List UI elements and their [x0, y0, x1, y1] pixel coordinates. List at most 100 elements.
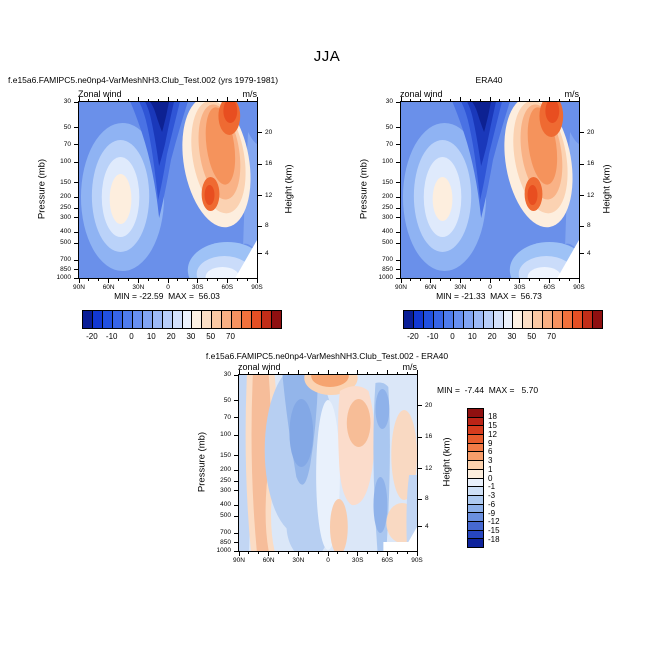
pressure-tick: [234, 374, 238, 376]
lat-tick: [509, 99, 511, 101]
lat-tick: [519, 97, 521, 101]
colorbar-box: [468, 529, 483, 539]
colorbar-tick-label: 6: [488, 447, 493, 457]
height-tick: [580, 225, 584, 227]
lat-tick: [137, 279, 139, 283]
lat-tick: [489, 97, 491, 101]
lat-tick-label: 90S: [573, 284, 585, 291]
colorbar-box: [512, 311, 523, 328]
lat-tick: [248, 552, 250, 554]
colorbar-box: [83, 311, 92, 328]
height-tick-label: 20: [265, 128, 273, 136]
pressure-tick-label: 700: [382, 256, 393, 264]
lat-tick: [238, 552, 240, 556]
pressure-tick: [396, 242, 400, 244]
pressure-axis-label-model: Pressure (mb): [36, 158, 48, 220]
lat-tick: [337, 372, 339, 374]
pressure-tick: [396, 127, 400, 129]
lat-tick: [578, 97, 580, 101]
lat-tick: [327, 370, 329, 374]
height-axis-label-diff: Height (km): [441, 437, 453, 487]
lat-tick: [157, 279, 159, 281]
lat-tick: [98, 99, 100, 101]
lat-tick: [367, 552, 369, 554]
lat-tick: [538, 99, 540, 101]
panel-diff-units-label: m/s: [402, 362, 418, 372]
pressure-tick: [74, 277, 78, 279]
lat-tick-label: 30N: [132, 284, 145, 291]
colorbar-box: [468, 451, 483, 461]
pressure-tick: [74, 161, 78, 163]
height-tick-label: 4: [265, 249, 269, 257]
lat-tick: [479, 99, 481, 101]
pressure-tick: [234, 542, 238, 544]
lat-tick: [347, 372, 349, 374]
lat-tick: [268, 552, 270, 556]
panel-era40-units-label: m/s: [564, 89, 580, 99]
lat-tick: [256, 97, 258, 101]
lat-tick: [420, 99, 422, 101]
colorbar-tick-label: -18: [488, 534, 500, 544]
pressure-tick: [74, 269, 78, 271]
lat-tick: [416, 552, 418, 556]
colorbar-box: [101, 311, 112, 328]
colorbar-box: [201, 311, 212, 328]
colorbar-box: [468, 477, 483, 487]
pressure-tick-label: 100: [382, 158, 393, 166]
pressure-axis-label-era40: Pressure (mb): [358, 158, 370, 220]
lat-tick: [88, 279, 90, 281]
lat-tick: [410, 279, 412, 281]
lat-tick: [256, 279, 258, 283]
colorbar-tick-label: -6: [488, 499, 496, 509]
pressure-tick-label: 50: [223, 396, 231, 404]
pressure-tick-label: 400: [382, 228, 393, 235]
lat-tick: [538, 279, 540, 281]
colorbar-tick-label: -20: [407, 332, 419, 341]
lat-tick-label: 90N: [395, 284, 407, 291]
height-tick: [258, 253, 262, 255]
lat-tick: [459, 97, 461, 101]
height-tick-label: 20: [425, 401, 433, 409]
pressure-tick-label: 250: [382, 204, 393, 212]
pressure-tick-label: 50: [385, 123, 393, 131]
lat-tick: [258, 552, 260, 554]
colorbar-tick-label: -12: [488, 517, 500, 527]
lat-tick: [108, 279, 110, 283]
colorbar-tick-label: 10: [467, 332, 477, 341]
colorbar-box: [404, 311, 413, 328]
height-tick-label: 4: [587, 249, 591, 257]
colorbar-tick-label: 3: [488, 456, 493, 465]
colorbar-box: [468, 503, 483, 513]
colorbar-tick-label: 20: [487, 332, 497, 341]
lat-tick-label: 60N: [424, 284, 437, 291]
lat-tick: [519, 279, 521, 283]
colorbar-bar: [467, 408, 484, 548]
height-tick-label: 12: [265, 191, 273, 199]
pressure-tick-label: 850: [220, 538, 231, 546]
colorbar-box: [412, 311, 423, 328]
lat-tick: [297, 370, 299, 374]
plot-area-model: 90N 60N 30N 0 30S 60S 90S 30 50 70 100 150 200 250 300…: [57, 97, 272, 291]
height-tick: [258, 163, 262, 165]
colorbar-tick-label: 30: [507, 332, 517, 341]
contour-field-era40: [401, 102, 579, 278]
lat-tick: [197, 279, 199, 283]
lat-tick: [440, 99, 442, 101]
height-tick-label: 8: [587, 222, 591, 230]
pressure-tick: [234, 434, 238, 436]
lat-tick-label: 0: [166, 284, 170, 291]
colorbar-box: [542, 311, 553, 328]
colorbar-box: [131, 311, 142, 328]
colorbar-box: [211, 311, 222, 328]
pressure-tick-label: 300: [382, 213, 393, 221]
lat-tick: [440, 279, 442, 281]
pressure-tick: [234, 550, 238, 552]
pressure-tick-label: 400: [220, 501, 231, 508]
colorbar-tick-label: 18: [488, 412, 497, 422]
height-tick: [580, 132, 584, 134]
colorbar-box: [468, 486, 483, 495]
colorbar-box: [468, 520, 483, 530]
lat-tick: [88, 99, 90, 101]
lat-tick: [98, 279, 100, 281]
colorbar-box: [141, 311, 152, 328]
